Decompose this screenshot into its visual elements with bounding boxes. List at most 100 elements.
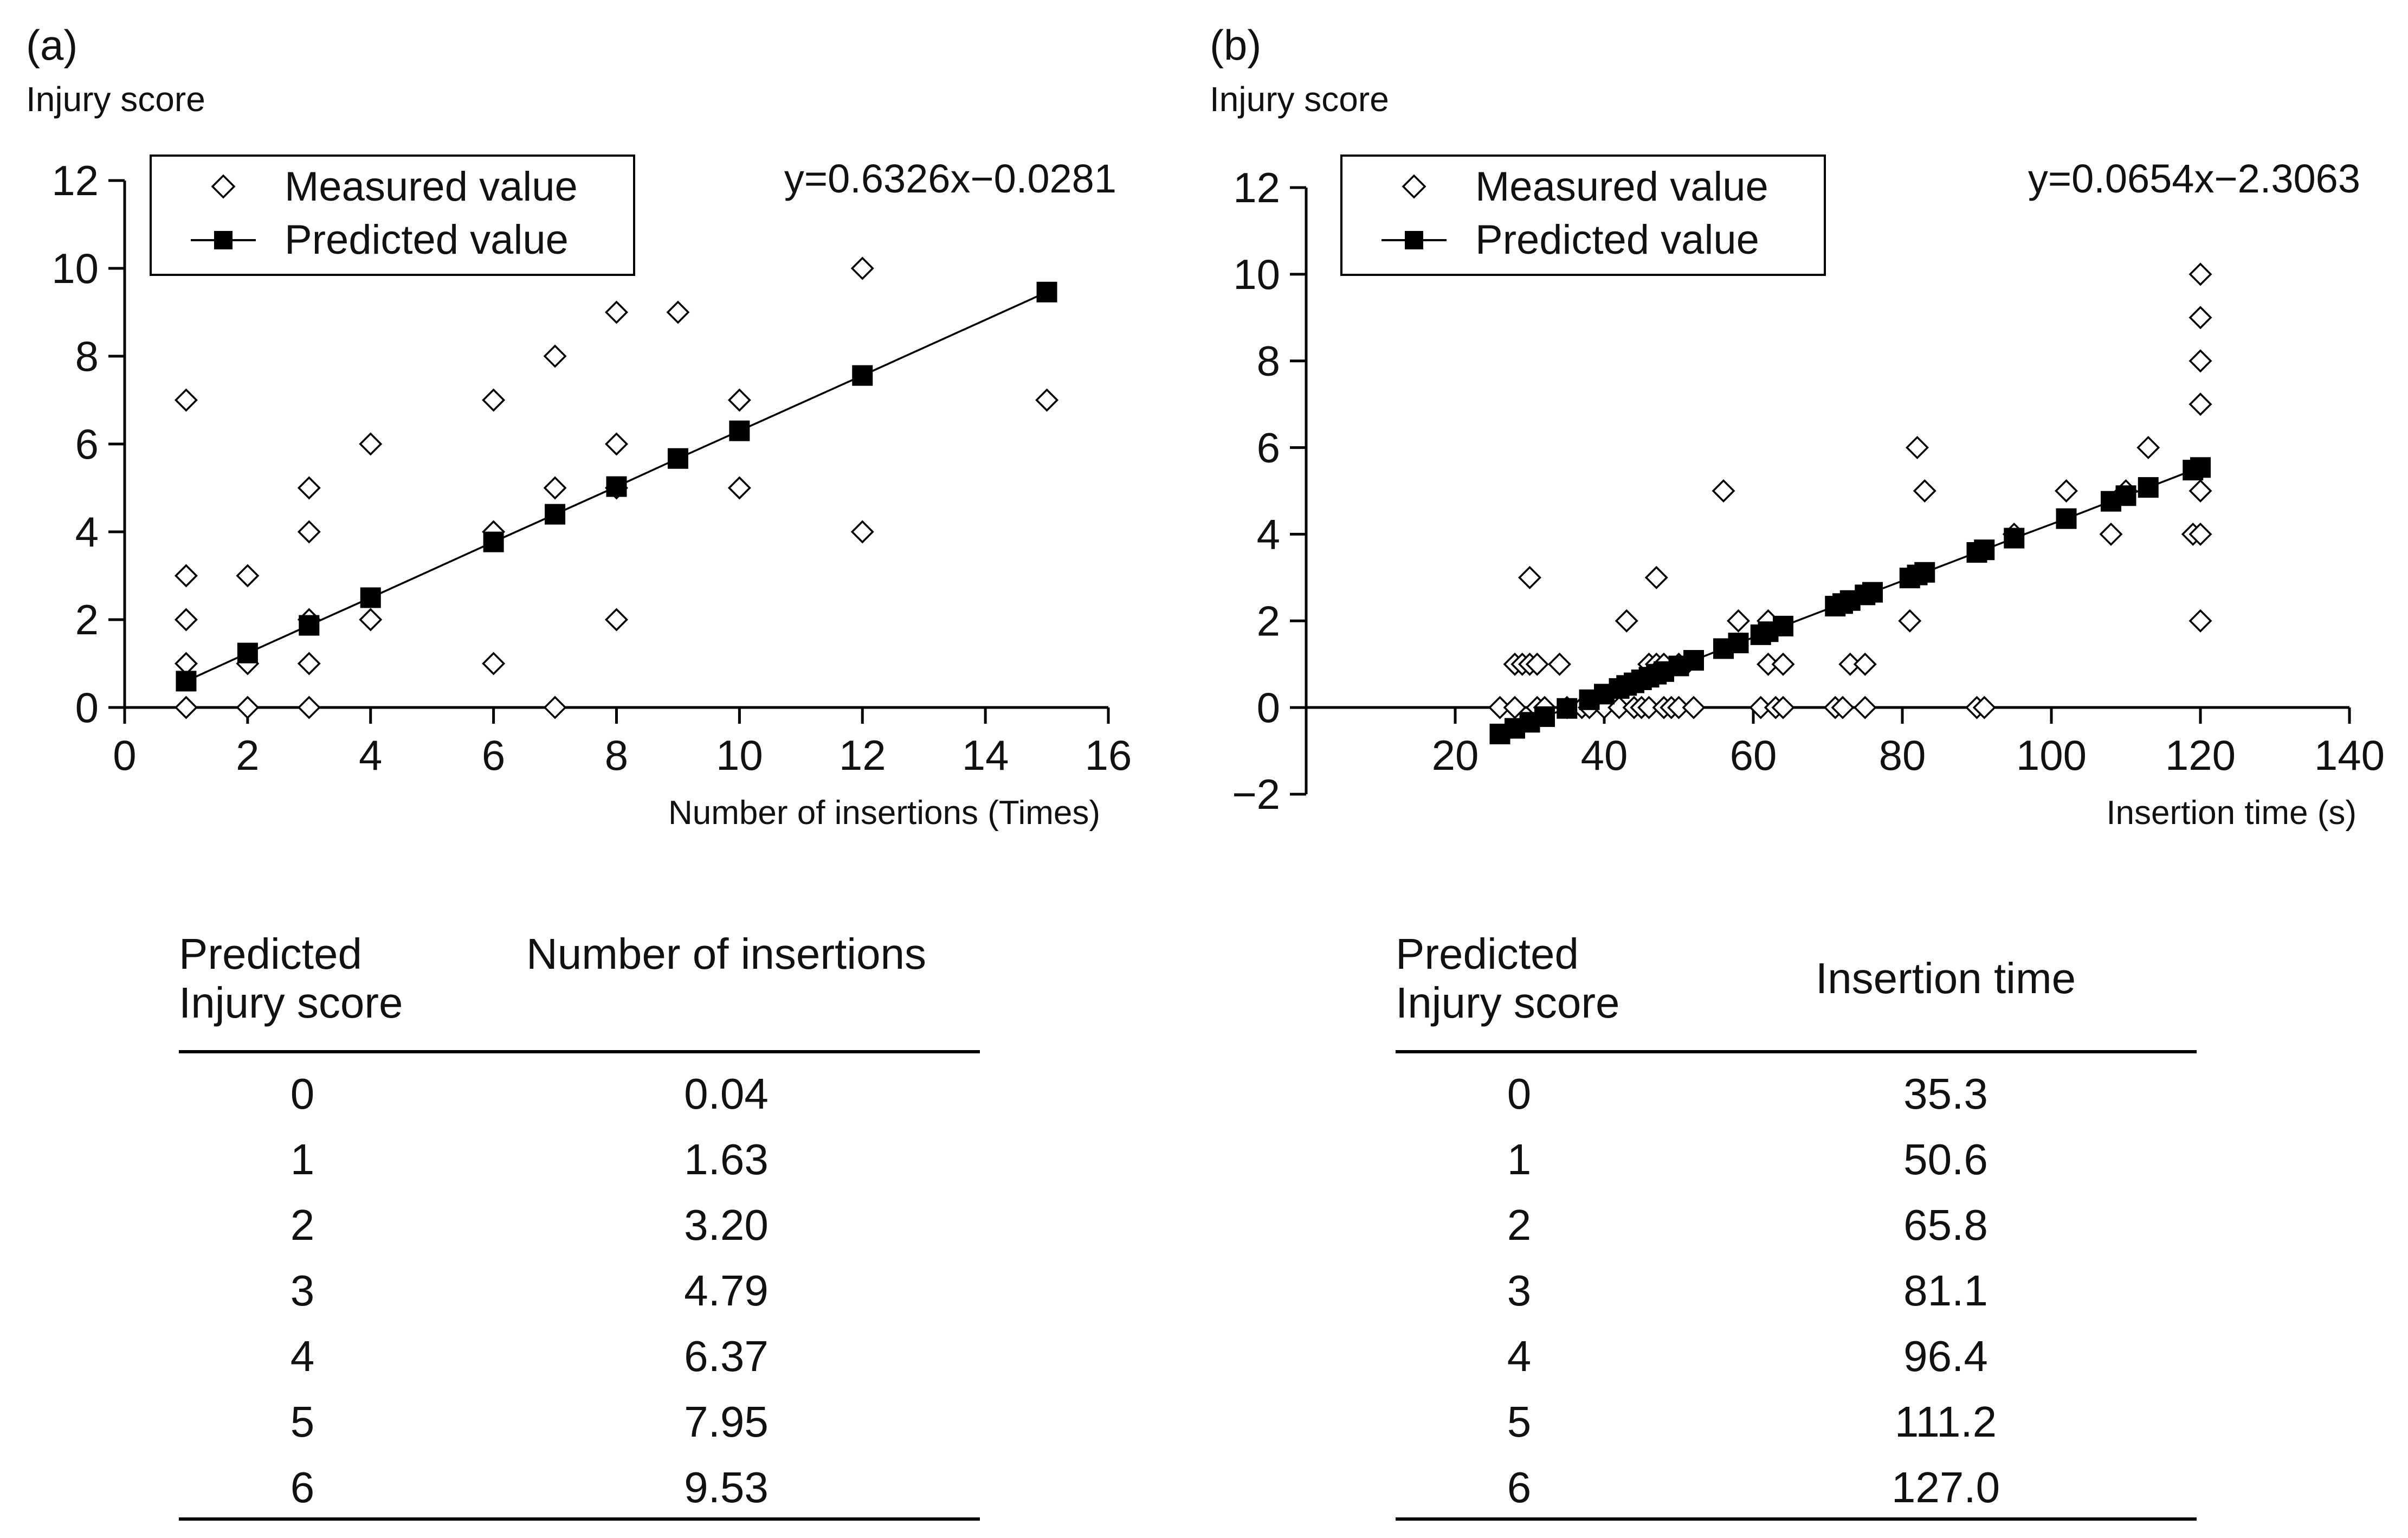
panel-a-legend: Measured value Predicted value — [150, 155, 635, 276]
pb-x-tick-label: 120 — [2165, 731, 2236, 779]
panel-a-table-rows: 0 0.041 1.632 3.203 4.794 6.375 7.956 9.53 — [290, 1070, 769, 1511]
panel-b-legend-predicted-label: Predicted value — [1475, 217, 1759, 263]
pa-predicted-point — [237, 642, 258, 664]
panel-a-equation: y=0.6326x−0.0281 — [784, 156, 1116, 201]
pb-table-cell-score: 2 — [1507, 1201, 1532, 1249]
pa-predicted-point — [729, 420, 750, 441]
pb-predicted-point — [1914, 562, 1935, 583]
pa-predicted-point — [299, 615, 320, 636]
pb-predicted-point — [1683, 650, 1704, 671]
pb-y-tick-label: 4 — [1257, 510, 1280, 558]
pb-table-cell-value: 50.6 — [1903, 1135, 1988, 1183]
pa-measured-point — [482, 652, 506, 675]
pa-measured-point — [297, 476, 321, 500]
pa-measured-point — [666, 300, 690, 324]
pa-table-cell-value: 6.37 — [684, 1332, 769, 1380]
pb-measured-point — [2055, 479, 2078, 503]
panel-a-table-header-1-line-2: Injury score — [179, 979, 403, 1027]
pa-predicted-point — [1036, 281, 1057, 303]
pa-table-cell-score: 3 — [290, 1266, 315, 1315]
pa-measured-point — [1035, 388, 1059, 412]
panel-a-legend-box — [150, 155, 635, 276]
pa-table-cell-score: 1 — [290, 1135, 315, 1183]
pa-table-cell-value: 0.04 — [684, 1070, 769, 1118]
pa-measured-point — [727, 388, 751, 412]
pb-measured-point — [2136, 436, 2160, 460]
pa-x-tick-label: 16 — [1085, 731, 1132, 779]
pb-measured-point — [1615, 609, 1638, 633]
pb-table-cell-score: 1 — [1507, 1135, 1532, 1183]
pb-table-cell-value: 35.3 — [1903, 1070, 1988, 1118]
panel-a-predicted-points — [176, 281, 1057, 692]
pb-x-tick-label: 60 — [1730, 731, 1777, 779]
pa-table-cell-score: 5 — [290, 1398, 315, 1446]
pa-measured-point — [174, 608, 198, 632]
pa-table-row: 0 0.04 — [290, 1070, 769, 1118]
pa-measured-point — [359, 432, 383, 456]
pb-measured-point — [1548, 652, 1571, 676]
pb-predicted-point — [2190, 457, 2211, 478]
pb-table-row: 1 50.6 — [1507, 1135, 1988, 1183]
pa-y-tick-label: 10 — [51, 244, 99, 292]
panel-b-table-header-2: Insertion time — [1816, 954, 2076, 1002]
pa-table-row: 1 1.63 — [290, 1135, 769, 1183]
panel-b: (b) Injury score Insertion time (s) y=0.… — [1210, 21, 2385, 1521]
panel-b-table-rows: 0 35.31 50.62 65.83 81.14 96.45 111.26 127.0 — [1507, 1070, 2000, 1511]
pa-predicted-point — [852, 365, 873, 386]
pb-table-cell-value: 111.2 — [1895, 1398, 1997, 1446]
panel-a-label: (a) — [26, 21, 78, 69]
panel-b-legend: Measured value Predicted value — [1340, 155, 1826, 276]
panel-a-table: Predicted Injury score Number of inserti… — [179, 930, 980, 1521]
pb-table-row: 2 65.8 — [1507, 1201, 1988, 1249]
pb-measured-point — [2099, 522, 2123, 546]
pb-predicted-point — [2138, 477, 2159, 498]
panel-b-ticks: −2 0 2 4 6 8 10 12 20 40 60 80 100 120 140 — [1232, 164, 2385, 818]
pb-measured-point — [1525, 652, 1549, 676]
pb-table-cell-value: 81.1 — [1903, 1266, 1988, 1315]
pa-table-cell-value: 1.63 — [684, 1135, 769, 1183]
pb-y-tick-label: 2 — [1257, 597, 1280, 645]
pa-predicted-point — [667, 448, 688, 469]
panel-a-legend-predicted-label: Predicted value — [285, 217, 569, 263]
pb-table-row: 3 81.1 — [1507, 1266, 1988, 1315]
pb-table-row: 0 35.3 — [1507, 1070, 1988, 1118]
panel-a-legend-diamond-icon — [211, 174, 236, 199]
pb-measured-point — [1906, 436, 1929, 460]
panel-b-x-axis-title: Insertion time (s) — [2106, 794, 2357, 832]
pa-measured-point — [605, 432, 628, 456]
pb-predicted-point — [2004, 527, 2025, 549]
pb-measured-point — [1682, 696, 1706, 719]
pa-measured-point — [297, 696, 321, 719]
pb-x-tick-label: 20 — [1432, 731, 1479, 779]
pb-measured-point — [1712, 479, 1735, 503]
pa-measured-point — [543, 344, 567, 368]
pb-table-cell-value: 96.4 — [1903, 1332, 1988, 1380]
pb-table-cell-score: 5 — [1507, 1398, 1532, 1446]
panel-b-legend-box — [1340, 155, 1826, 276]
panel-a-table-header-2: Number of insertions — [526, 930, 926, 978]
panel-b-predicted-points — [1489, 457, 2211, 744]
pa-table-row: 4 6.37 — [290, 1332, 769, 1380]
pb-table-row: 4 96.4 — [1507, 1332, 1988, 1380]
pb-measured-point — [1831, 696, 1855, 719]
pb-x-tick-label: 80 — [1879, 731, 1926, 779]
pb-measured-point — [1727, 609, 1750, 633]
panel-b-y-axis-title: Injury score — [1210, 80, 1389, 119]
pa-measured-point — [543, 696, 567, 719]
pa-x-tick-label: 14 — [962, 731, 1009, 779]
pa-x-tick-label: 0 — [113, 731, 136, 779]
pa-y-tick-label: 6 — [75, 420, 99, 468]
pb-predicted-point — [1534, 706, 1555, 727]
pa-measured-point — [297, 520, 321, 544]
panel-b-equation: y=0.0654x−2.3063 — [2028, 156, 2360, 201]
panel-b-legend-diamond-icon — [1402, 174, 1426, 199]
pa-x-tick-label: 8 — [605, 731, 628, 779]
pb-measured-point — [1518, 565, 1541, 589]
panel-a-ticks: 0 2 4 6 8 10 12 0 2 4 6 8 10 12 14 16 — [51, 157, 1132, 779]
pa-measured-point — [297, 652, 321, 675]
pa-measured-point — [482, 388, 506, 412]
pa-predicted-point — [360, 587, 381, 608]
pb-x-tick-label: 100 — [2016, 731, 2087, 779]
pa-table-cell-score: 0 — [290, 1070, 315, 1118]
pa-measured-point — [850, 520, 874, 544]
